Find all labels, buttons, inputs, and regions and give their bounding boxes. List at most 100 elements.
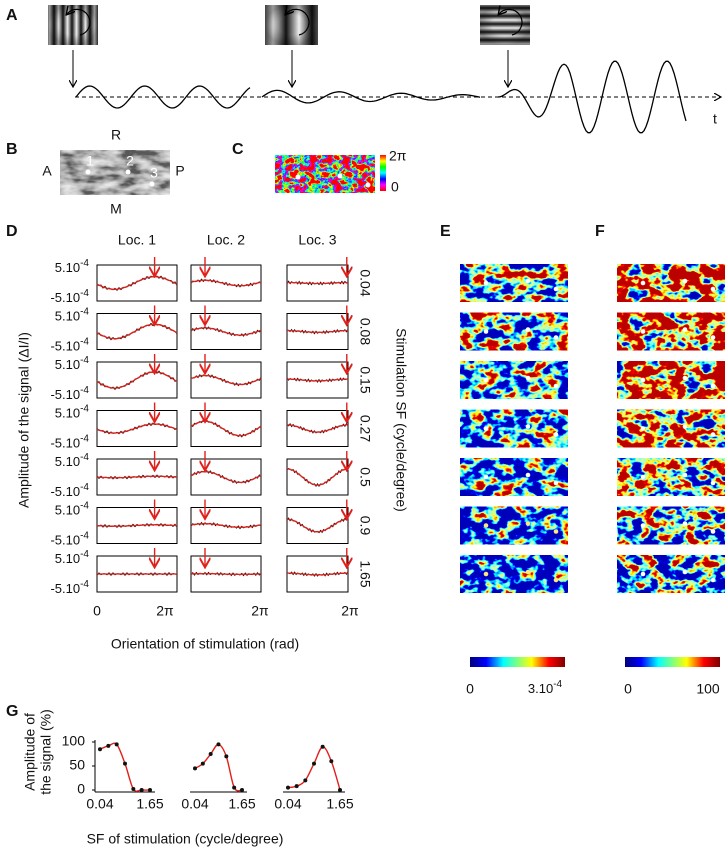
plot-frame bbox=[96, 313, 178, 350]
fit-trace bbox=[190, 572, 261, 576]
fit-trace bbox=[96, 323, 178, 340]
fit-trace bbox=[287, 281, 348, 285]
y-tick-label: -5.10-4 bbox=[50, 482, 89, 500]
fit-trace bbox=[96, 475, 178, 479]
y-tick-label: 5.10-4 bbox=[55, 452, 90, 470]
fit-trace bbox=[190, 523, 262, 528]
data-point bbox=[240, 788, 244, 792]
panel-label: G bbox=[6, 703, 18, 720]
y-tick-label-exponent: -4 bbox=[80, 306, 89, 317]
y-tick-label-mantissa: 5.10 bbox=[55, 406, 80, 421]
normalized-map bbox=[617, 555, 725, 593]
data-point bbox=[131, 787, 136, 792]
amplitude-map bbox=[460, 312, 568, 351]
location-dot bbox=[525, 424, 531, 429]
location-dot bbox=[483, 280, 489, 286]
amplitude-colorbar bbox=[470, 657, 565, 667]
x-tick-label: 0.04 bbox=[181, 796, 208, 812]
y-tick-label-exponent: -4 bbox=[80, 530, 89, 541]
y-tick-label-exponent: -4 bbox=[80, 355, 89, 366]
location-dot bbox=[553, 577, 559, 583]
location-dot bbox=[483, 523, 489, 528]
location-dot bbox=[525, 472, 531, 478]
amplitude-map bbox=[460, 264, 568, 302]
y-tick-label-exponent: -4 bbox=[80, 482, 89, 493]
y-tick-label-mantissa: -5.10 bbox=[50, 581, 80, 596]
location-dot bbox=[483, 571, 489, 577]
location-dot bbox=[525, 521, 531, 526]
orientation-label: M bbox=[110, 201, 122, 217]
normalized-map bbox=[617, 458, 725, 496]
normalized-map bbox=[617, 361, 725, 399]
y-tick-label-exponent: -4 bbox=[80, 288, 89, 299]
colorbar-label-exponent: -4 bbox=[553, 679, 562, 690]
fit-trace bbox=[287, 329, 348, 334]
y-tick-label-mantissa: -5.10 bbox=[50, 484, 80, 499]
fit-trace bbox=[96, 371, 178, 389]
location-dot bbox=[640, 571, 646, 577]
grating-shade bbox=[265, 5, 318, 45]
orientation-label: P bbox=[175, 163, 184, 179]
data-point bbox=[338, 788, 342, 792]
signal-wave bbox=[75, 60, 687, 134]
x-tick-label: 0.04 bbox=[86, 796, 113, 812]
rotation-arrow bbox=[67, 9, 91, 36]
panel-label: C bbox=[232, 141, 244, 158]
y-tick-label-exponent: -4 bbox=[80, 433, 89, 444]
y-tick-label-mantissa: 5.10 bbox=[55, 309, 80, 324]
location-dot bbox=[710, 577, 716, 583]
y-tick-label-mantissa: 5.10 bbox=[55, 357, 80, 372]
location-dot bbox=[553, 480, 559, 486]
x-tick-label: 2π bbox=[341, 603, 359, 619]
fit-trace bbox=[190, 327, 262, 336]
location-dot bbox=[553, 432, 559, 437]
y-tick-label-exponent: -4 bbox=[80, 500, 89, 511]
colorbar-label: 3.10-4 bbox=[528, 679, 563, 697]
orientation-label: A bbox=[42, 163, 52, 179]
location-dot bbox=[640, 377, 646, 383]
plot-frame bbox=[286, 361, 349, 399]
y-tick-label-mantissa: -5.10 bbox=[50, 290, 80, 305]
amplitude-map bbox=[460, 361, 568, 399]
plot-frame bbox=[190, 458, 262, 496]
data-point bbox=[232, 785, 237, 790]
orientation-label: R bbox=[111, 127, 121, 143]
x-tick-label: 0.04 bbox=[274, 796, 301, 812]
location-dot bbox=[295, 174, 301, 180]
location-dot bbox=[85, 169, 91, 175]
data-point bbox=[329, 759, 334, 764]
data-point bbox=[286, 785, 290, 790]
y-tick-label-mantissa: -5.10 bbox=[50, 436, 80, 451]
data-point bbox=[312, 761, 316, 766]
location-dot bbox=[553, 335, 559, 340]
column-label: Loc. 2 bbox=[207, 232, 245, 248]
location-dot bbox=[365, 182, 371, 188]
location-dot bbox=[525, 327, 531, 332]
x-tick-label: 1.65 bbox=[228, 796, 255, 812]
data-point bbox=[114, 742, 119, 747]
panel-label: A bbox=[6, 7, 18, 24]
location-dot bbox=[640, 426, 646, 431]
y-tick-label: 5.10-4 bbox=[55, 258, 90, 276]
colorbar-label: 0 bbox=[391, 179, 399, 195]
location-dot bbox=[483, 329, 489, 334]
location-dot bbox=[553, 286, 559, 292]
fit-curve bbox=[99, 742, 151, 792]
fit-trace bbox=[286, 468, 349, 486]
y-axis-title: the signal (%) bbox=[38, 709, 54, 795]
data-point bbox=[208, 752, 213, 756]
amplitude-map bbox=[460, 506, 568, 545]
location-dot bbox=[710, 286, 716, 292]
sf-label: 1.65 bbox=[357, 560, 373, 587]
panel-label: E bbox=[440, 223, 451, 240]
plot-frame bbox=[96, 361, 178, 399]
fit-trace bbox=[287, 378, 348, 382]
location-dot bbox=[553, 529, 559, 534]
y-tick-label-exponent: -4 bbox=[80, 452, 89, 463]
sf-label: 0.08 bbox=[357, 318, 373, 345]
raw-trace bbox=[286, 467, 349, 487]
plot-frame bbox=[286, 313, 349, 350]
fit-trace bbox=[96, 423, 178, 434]
fit-curve bbox=[194, 743, 243, 792]
phase-colorbar bbox=[380, 155, 386, 191]
